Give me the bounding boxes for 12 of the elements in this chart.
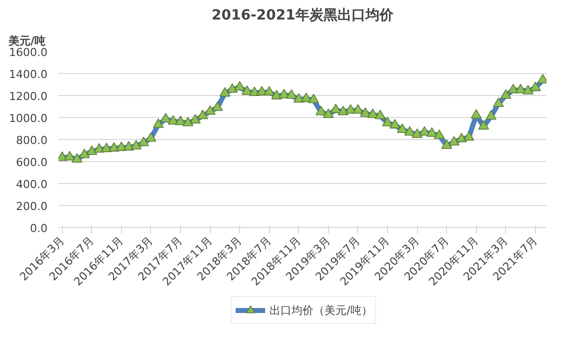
y-tick-label: 1400.0	[9, 68, 48, 81]
y-tick-label: 200.0	[16, 200, 48, 213]
chart-title: 2016-2021年炭黑出口均价	[212, 8, 394, 24]
y-axis-title: 美元/吨	[8, 34, 46, 48]
y-tick-label: 1000.0	[9, 112, 48, 125]
y-tick-label: 800.0	[16, 134, 48, 147]
y-tick-label: 1600.0	[9, 46, 48, 59]
y-tick-label: 0.0	[30, 222, 48, 235]
legend-label: 出口均价（美元/吨）	[270, 302, 372, 318]
y-tick-label: 400.0	[16, 178, 48, 191]
y-tick-label: 1200.0	[9, 90, 48, 103]
y-tick-label: 600.0	[16, 156, 48, 169]
